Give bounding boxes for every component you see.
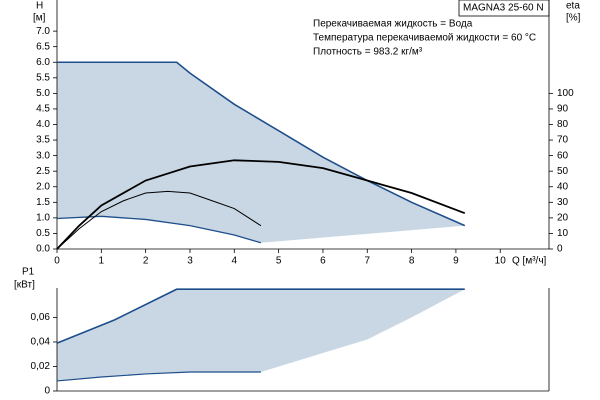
y2-tick-label: 60: [557, 150, 569, 161]
x-tick-label: 0: [54, 256, 60, 267]
y2-tick-label: 30: [557, 197, 569, 208]
y-tick-label: 7.0: [36, 26, 50, 37]
y2-tick-label: 100: [557, 88, 574, 99]
x-axis-label: Q [м³/ч]: [512, 256, 547, 267]
y-tick-label: 6.0: [36, 57, 50, 68]
y-tick-label: 1.0: [36, 213, 50, 224]
x-tick-label: 8: [409, 256, 415, 267]
x-tick-label: 9: [453, 256, 459, 267]
x-tick-label: 10: [495, 256, 507, 267]
y-tick-label: 0,06: [31, 312, 51, 323]
y-tick-label: 5.0: [36, 88, 50, 99]
y2-tick-label: 80: [557, 119, 569, 130]
y2-tick-label: 90: [557, 104, 569, 115]
curve: [56, 190, 262, 250]
chart-title: MAGNA3 25-60 N: [463, 3, 544, 14]
x-tick-label: 4: [232, 256, 238, 267]
y-tick-label: 4.0: [36, 119, 50, 130]
y-tick-label: 0,04: [31, 337, 51, 348]
y-axis-unit: [кВт]: [14, 280, 35, 291]
curve: [56, 371, 261, 382]
x-tick-label: 7: [364, 256, 370, 267]
y2-tick-label: 10: [557, 228, 569, 239]
y2-tick-label: 40: [557, 181, 569, 192]
y-tick-label: 3.0: [36, 150, 50, 161]
y-tick-label: 4.5: [36, 104, 50, 115]
y-tick-label: 6.5: [36, 41, 50, 52]
y2-axis-label: eta: [566, 1, 580, 12]
annotation: Перекачиваемая жидкость = Вода: [313, 19, 473, 30]
y-tick-label: 0.5: [36, 228, 50, 239]
x-tick-label: 3: [187, 256, 193, 267]
annotation: Плотность = 983.2 кг/м³: [313, 47, 423, 58]
y-tick-label: 0.0: [36, 244, 50, 255]
operating-range: [57, 289, 465, 381]
annotation: Температура перекачиваемой жидкости = 60…: [313, 33, 536, 44]
curve: [57, 61, 466, 227]
x-tick-label: 5: [276, 256, 282, 267]
y2-tick-label: 50: [557, 166, 569, 177]
y-axis-label: P1: [22, 267, 35, 278]
y2-tick-label: 70: [557, 135, 569, 146]
y-tick-label: 1.5: [36, 197, 50, 208]
y-tick-label: 0: [44, 386, 50, 397]
x-tick-label: 1: [99, 256, 105, 267]
y-tick-label: 3.5: [36, 135, 50, 146]
y-axis-unit: [м]: [33, 13, 46, 24]
curve: [56, 215, 262, 244]
curve: [56, 159, 466, 250]
y-tick-label: 0,02: [31, 361, 51, 372]
y-tick-label: 2.0: [36, 181, 50, 192]
curve: [56, 288, 465, 344]
x-tick-label: 2: [143, 256, 149, 267]
y2-axis-unit: [%]: [566, 13, 581, 24]
operating-range: [57, 62, 465, 243]
y-axis-label: H: [36, 1, 43, 12]
x-tick-label: 6: [320, 256, 326, 267]
y2-tick-label: 0: [557, 244, 563, 255]
y-tick-label: 5.5: [36, 72, 50, 83]
y2-tick-label: 20: [557, 213, 569, 224]
y-tick-label: 2.5: [36, 166, 50, 177]
